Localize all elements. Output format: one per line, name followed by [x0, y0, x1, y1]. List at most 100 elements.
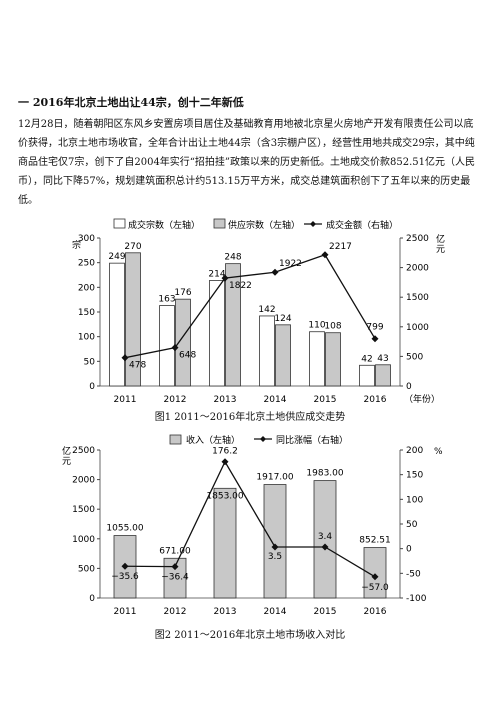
- line-amount-label: 478: [129, 361, 146, 371]
- x-tick-label: 2015: [314, 607, 337, 617]
- bar-deals-label: 249: [108, 252, 125, 262]
- y-left-tick-label: 1000: [72, 535, 95, 545]
- chart-2-svg: 收入（左轴） 同比涨幅（右轴）05001000150020002500-100-5…: [62, 434, 443, 617]
- bar-supply: [225, 263, 241, 387]
- x-tick-label: 2016: [364, 607, 387, 617]
- bar-deals-label: 142: [258, 305, 275, 315]
- line-amount-point: [321, 251, 329, 259]
- line-growth-label: 3.4: [318, 532, 333, 542]
- y-right-tick-label: 2000: [406, 264, 429, 274]
- legend-marker-2: [310, 221, 316, 227]
- y-left-unit: 亿: [62, 445, 71, 457]
- bar-income: [263, 484, 287, 599]
- y-right-tick-label: 0: [406, 382, 412, 392]
- x-tick-label: 2012: [164, 395, 187, 404]
- bar-income: [363, 547, 387, 599]
- line-growth-point: [371, 573, 379, 581]
- bar-supply: [275, 324, 291, 387]
- line-amount-point: [121, 354, 129, 362]
- bar-income: [163, 557, 187, 599]
- bar-deals-label: 42: [361, 354, 372, 364]
- x-axis-label: （年份）: [404, 393, 440, 404]
- bar-supply: [125, 252, 141, 387]
- x-tick-label: 2011: [114, 607, 137, 617]
- section-heading: 一 2016年北京土地出让44宗，创十二年新低: [18, 96, 244, 109]
- line-amount-point: [371, 335, 379, 343]
- x-tick-label: 2013: [214, 395, 237, 404]
- bar-deals-label: 110: [308, 321, 325, 331]
- line-amount: [124, 253, 376, 359]
- bar-supply-label: 43: [377, 354, 388, 364]
- line-amount-label: 2217: [329, 242, 352, 252]
- legend-marker-growth: [260, 436, 266, 442]
- bar-income-label: 1055.00: [106, 524, 143, 534]
- y-right-unit: 元: [436, 245, 445, 255]
- line-amount-point: [171, 344, 179, 352]
- x-tick-label: 2015: [314, 395, 337, 404]
- bar-deals-label: 163: [158, 295, 175, 305]
- y-right-tick-label: 50: [406, 520, 418, 530]
- bar-supply: [325, 332, 341, 387]
- y-left-tick-label: 150: [78, 308, 95, 318]
- x-tick-label: 2012: [164, 607, 187, 617]
- y-left-tick-label: 1500: [72, 505, 95, 515]
- bar-income-label: 852.51: [359, 536, 391, 546]
- legend-label-income: 收入（左轴）: [186, 434, 240, 446]
- bar-supply-label: 248: [224, 253, 241, 263]
- y-right-tick-label: 1000: [406, 323, 429, 333]
- bar-deals: [359, 364, 375, 387]
- y-right-tick-label: 0: [406, 545, 412, 555]
- y-left-tick-label: 50: [84, 357, 96, 367]
- legend-swatch-0: [113, 218, 126, 229]
- y-left-tick-label: 2500: [72, 446, 95, 456]
- article-paragraph: 12月28日，随着朝阳区东风乡安置房项目居住及基础教育用地被北京星火房地产开发有…: [18, 115, 482, 210]
- legend-swatch-income: [169, 434, 182, 445]
- y-right-tick-label: 1500: [406, 293, 429, 303]
- legend-label-1: 供应宗数（左轴）: [228, 219, 300, 231]
- chart-1-caption: 图1 2011～2016年北京土地供应成交走势: [154, 412, 346, 423]
- y-right-tick-label: -100: [406, 594, 427, 604]
- bar-deals: [109, 262, 125, 387]
- line-growth-label: 3.5: [268, 552, 282, 562]
- bar-supply-label: 270: [124, 242, 141, 252]
- line-growth-point: [171, 563, 179, 571]
- bar-deals: [159, 305, 175, 387]
- line-growth-point: [121, 562, 129, 570]
- line-growth-label: −35.6: [111, 572, 139, 582]
- y-left-tick-label: 500: [78, 564, 95, 574]
- y-left-tick-label: 300: [78, 234, 95, 244]
- bar-supply-label: 124: [274, 314, 291, 324]
- line-amount-point: [271, 268, 279, 276]
- line-growth-point: [221, 458, 229, 466]
- bar-supply-label: 176: [174, 288, 191, 298]
- chart-1: 成交宗数（左轴） 供应宗数（左轴） 成交金额（右轴） 0 50 100 150 200 250 3…: [0, 214, 500, 408]
- y-left-tick-label: 0: [89, 382, 95, 392]
- bar-deals: [209, 280, 225, 387]
- bar-supply-label: 108: [324, 322, 341, 332]
- bar-income-label: 1983.00: [306, 469, 343, 479]
- legend-swatch-1: [213, 218, 226, 229]
- legend-label-2: 成交金额（右轴）: [326, 219, 398, 231]
- y-left-tick-label: 250: [78, 259, 95, 269]
- y-left-unit: 元: [62, 457, 71, 467]
- y-left-tick-label: 200: [78, 283, 95, 293]
- bar-income-label: 671.00: [159, 546, 191, 556]
- bar-deals: [309, 331, 325, 387]
- line-growth-label: −57.0: [361, 583, 389, 593]
- y-left-tick-label: 0: [89, 594, 95, 604]
- x-tick-label: 2016: [364, 395, 387, 404]
- legend-label-0: 成交宗数（左轴）: [128, 219, 200, 231]
- legend-label-growth: 同比涨幅（右轴）: [276, 434, 348, 446]
- line-growth-point: [271, 543, 279, 551]
- bar-income-label: 1917.00: [256, 473, 293, 483]
- x-tick-label: 2014: [264, 395, 287, 404]
- bar-income: [213, 487, 237, 599]
- x-tick-label: 2011: [114, 395, 137, 404]
- article-text: 12月28日，随着朝阳区东风乡安置房项目居住及基础教育用地被北京星火房地产开发有…: [18, 119, 476, 206]
- line-amount-label: 1822: [229, 281, 252, 291]
- line-growth-label: −36.4: [161, 573, 189, 583]
- y-right-tick-label: 100: [406, 495, 423, 505]
- bar-deals-label: 214: [208, 269, 225, 279]
- chart-2: 收入（左轴） 同比涨幅（右轴） 0 500 1000 1500 2000 2500 -100 -5…: [0, 432, 500, 626]
- bar-supply: [175, 298, 191, 387]
